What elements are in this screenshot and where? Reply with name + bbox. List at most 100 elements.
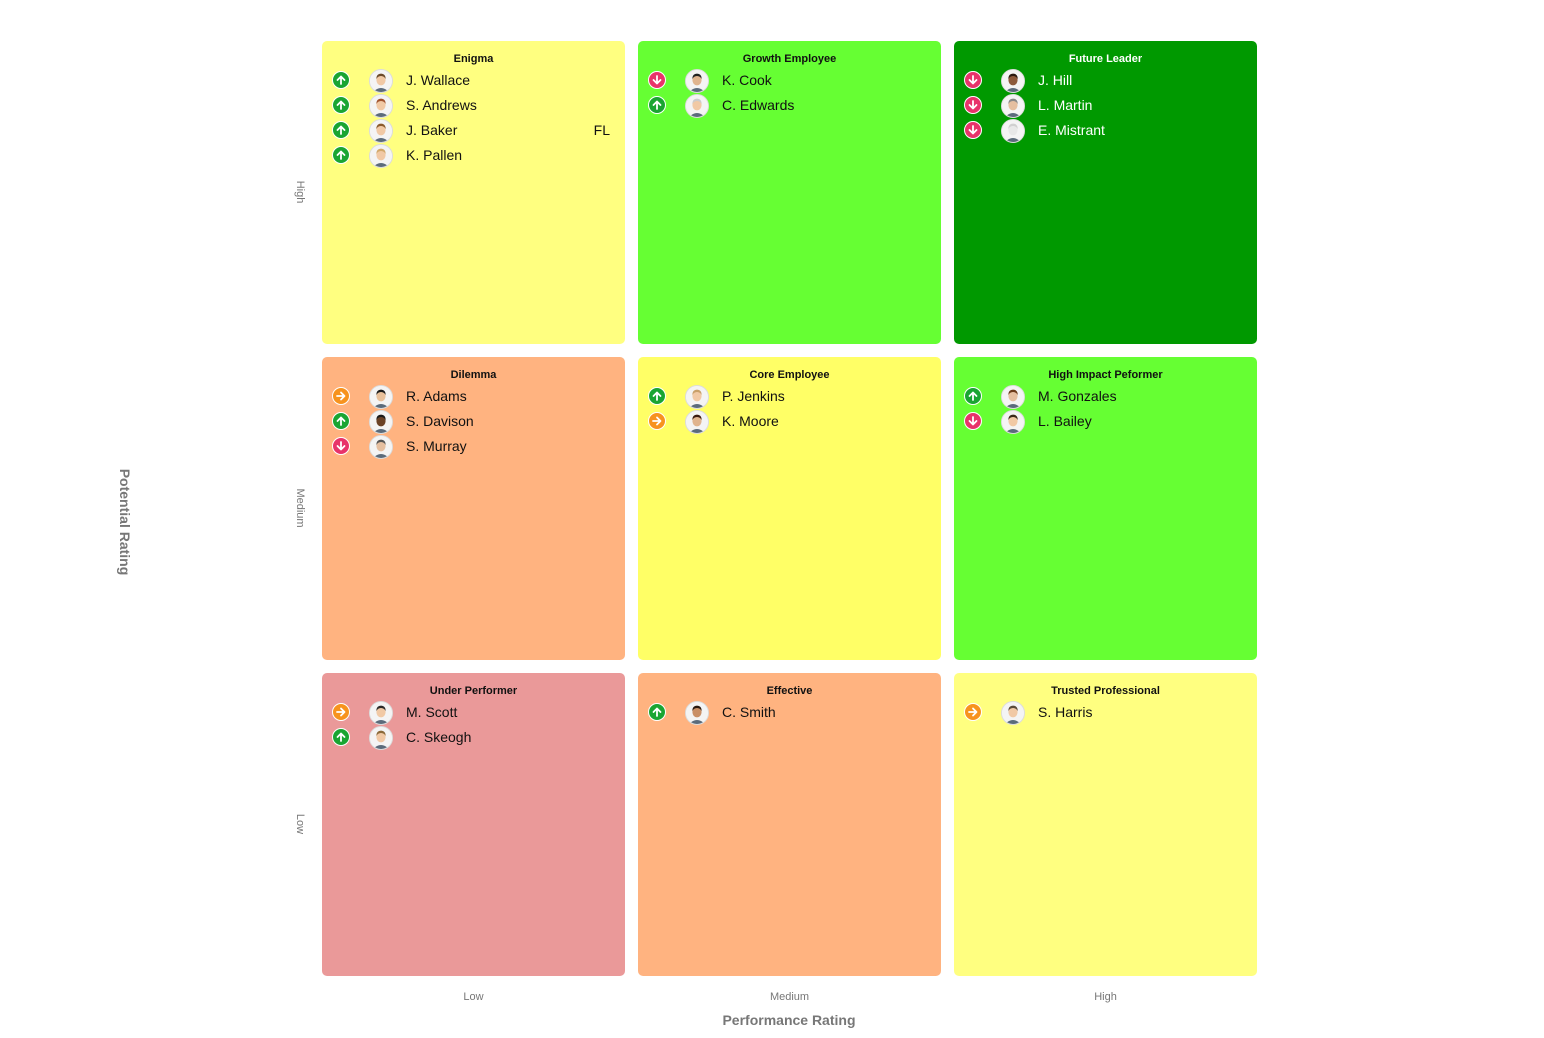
avatar[interactable] — [1001, 410, 1025, 434]
people-list: K. Cook C. Edwards — [638, 68, 941, 118]
col-label-low: Low — [463, 991, 484, 1003]
person-card[interactable]: K. Moore — [638, 409, 941, 434]
person-name[interactable]: S. Andrews — [406, 97, 477, 113]
person-name[interactable]: J. Hill — [1038, 72, 1073, 88]
avatar[interactable] — [1001, 69, 1025, 93]
grid-cell[interactable]: Future Leader J. Hill L. Martin E. Mistrant — [954, 41, 1257, 344]
person-name[interactable]: M. Gonzales — [1038, 388, 1117, 404]
person-card[interactable]: J. Baker FL — [322, 118, 625, 143]
arrow-down-icon — [332, 437, 350, 455]
person-name[interactable]: K. Moore — [722, 413, 779, 429]
avatar[interactable] — [369, 385, 393, 409]
arrow-down-icon — [964, 96, 982, 114]
avatar[interactable] — [369, 94, 393, 118]
person-card[interactable]: K. Cook — [638, 68, 941, 93]
person-name[interactable]: L. Bailey — [1038, 413, 1092, 429]
cell-title: Dilemma — [450, 369, 497, 381]
person-card[interactable]: S. Harris — [954, 700, 1257, 725]
cell-title: Future Leader — [1068, 53, 1143, 65]
arrow-up-icon — [332, 146, 350, 164]
avatar[interactable] — [369, 726, 393, 750]
avatar[interactable] — [1001, 119, 1025, 143]
avatar[interactable] — [685, 410, 709, 434]
person-name[interactable]: C. Edwards — [722, 97, 795, 113]
grid-cell[interactable]: Growth Employee K. Cook C. Edwards — [638, 41, 941, 344]
grid-cell[interactable]: Trusted Professional S. Harris — [954, 673, 1257, 976]
people-list: M. Scott C. Skeogh — [322, 700, 625, 750]
avatar[interactable] — [685, 94, 709, 118]
cell-title: Growth Employee — [742, 53, 837, 65]
y-axis-title: Potential Rating — [117, 468, 133, 576]
person-card[interactable]: L. Bailey — [954, 409, 1257, 434]
person-card[interactable]: J. Wallace — [322, 68, 625, 93]
person-card[interactable]: S. Andrews — [322, 93, 625, 118]
grid-cell[interactable]: Under Performer M. Scott C. Skeogh — [322, 673, 625, 976]
arrow-right-icon — [964, 703, 982, 721]
arrow-right-icon — [648, 412, 666, 430]
arrow-up-icon — [332, 728, 350, 746]
person-name[interactable]: L. Martin — [1038, 97, 1093, 113]
arrow-up-icon — [648, 387, 666, 405]
person-name[interactable]: J. Baker — [406, 122, 458, 138]
row-label-low: Low — [294, 813, 306, 835]
arrow-right-icon — [332, 703, 350, 721]
avatar[interactable] — [369, 119, 393, 143]
arrow-up-icon — [648, 703, 666, 721]
person-name[interactable]: E. Mistrant — [1038, 122, 1105, 138]
arrow-down-icon — [964, 71, 982, 89]
person-card[interactable]: C. Smith — [638, 700, 941, 725]
person-name[interactable]: S. Harris — [1038, 704, 1093, 720]
arrow-up-icon — [964, 387, 982, 405]
person-name[interactable]: P. Jenkins — [722, 388, 785, 404]
person-card[interactable]: S. Davison — [322, 409, 625, 434]
row-label-high: High — [294, 180, 306, 204]
person-card[interactable]: C. Edwards — [638, 93, 941, 118]
avatar[interactable] — [369, 69, 393, 93]
grid-cell[interactable]: High Impact Peformer M. Gonzales L. Bailey — [954, 357, 1257, 660]
person-card[interactable]: R. Adams — [322, 384, 625, 409]
people-list: P. Jenkins K. Moore — [638, 384, 941, 434]
person-tag: FL — [593, 122, 610, 138]
grid-cell[interactable]: Dilemma R. Adams S. Davison S. Murray — [322, 357, 625, 660]
person-name[interactable]: K. Cook — [722, 72, 772, 88]
arrow-up-icon — [648, 96, 666, 114]
grid-cell[interactable]: Effective C. Smith — [638, 673, 941, 976]
avatar[interactable] — [1001, 94, 1025, 118]
avatar[interactable] — [685, 69, 709, 93]
person-name[interactable]: S. Davison — [406, 413, 474, 429]
col-label-medium: Medium — [769, 991, 810, 1003]
person-card[interactable]: J. Hill — [954, 68, 1257, 93]
avatar[interactable] — [369, 144, 393, 168]
person-name[interactable]: R. Adams — [406, 388, 467, 404]
person-card[interactable]: L. Martin — [954, 93, 1257, 118]
arrow-up-icon — [332, 412, 350, 430]
person-card[interactable]: E. Mistrant — [954, 118, 1257, 143]
person-name[interactable]: C. Smith — [722, 704, 776, 720]
person-name[interactable]: K. Pallen — [406, 147, 463, 163]
arrow-down-icon — [964, 412, 982, 430]
avatar[interactable] — [369, 435, 393, 459]
person-name[interactable]: C. Skeogh — [406, 729, 472, 745]
people-list: S. Harris — [954, 700, 1257, 725]
row-label-medium: Medium — [294, 488, 306, 528]
avatar[interactable] — [369, 701, 393, 725]
person-name[interactable]: S. Murray — [406, 438, 467, 454]
person-card[interactable]: M. Gonzales — [954, 384, 1257, 409]
grid-cell[interactable]: Core Employee P. Jenkins K. Moore — [638, 357, 941, 660]
person-card[interactable]: P. Jenkins — [638, 384, 941, 409]
person-card[interactable]: M. Scott — [322, 700, 625, 725]
arrow-right-icon — [332, 387, 350, 405]
person-name[interactable]: M. Scott — [406, 704, 458, 720]
avatar[interactable] — [1001, 385, 1025, 409]
avatar[interactable] — [685, 385, 709, 409]
person-card[interactable]: K. Pallen — [322, 143, 625, 168]
avatar[interactable] — [685, 701, 709, 725]
avatar[interactable] — [369, 410, 393, 434]
person-name[interactable]: J. Wallace — [406, 72, 471, 88]
person-card[interactable]: S. Murray — [322, 434, 625, 459]
grid-cell[interactable]: Enigma J. Wallace S. Andrews J. Baker FL K. P… — [322, 41, 625, 344]
person-card[interactable]: C. Skeogh — [322, 725, 625, 750]
people-list: J. Hill L. Martin E. Mistrant — [954, 68, 1257, 143]
avatar[interactable] — [1001, 701, 1025, 725]
arrow-up-icon — [332, 96, 350, 114]
